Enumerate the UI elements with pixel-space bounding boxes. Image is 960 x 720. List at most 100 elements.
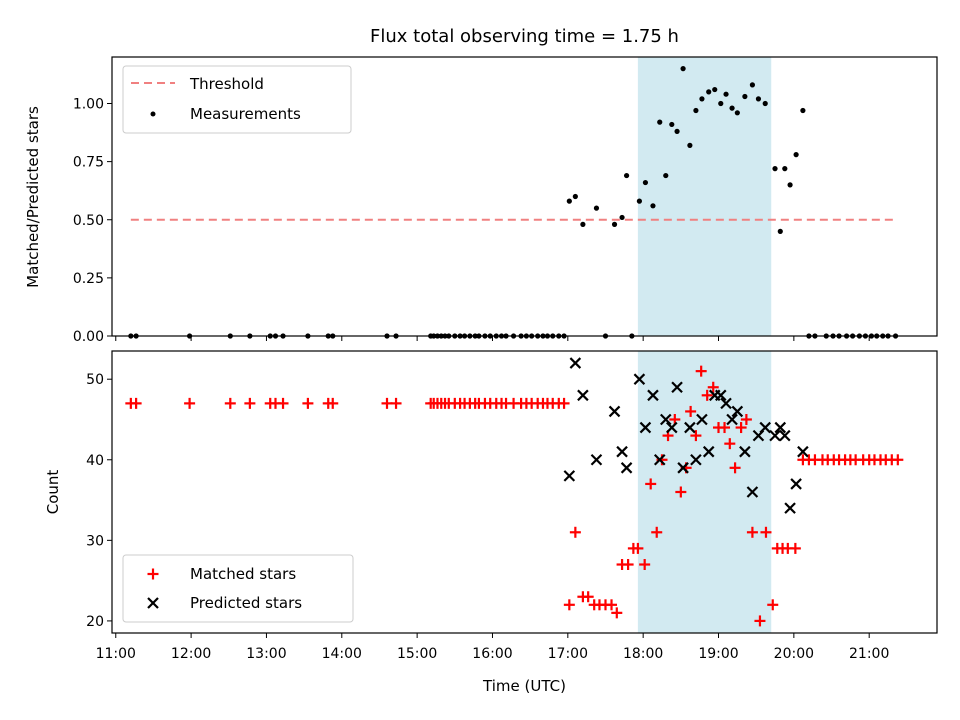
x-axis-label: Time (UTC) <box>482 677 566 695</box>
measurement-point <box>793 152 799 158</box>
predicted-star-point <box>666 421 678 434</box>
matched-star-point <box>184 397 196 409</box>
measurement-point <box>734 110 740 116</box>
bottom-xtick-label: 18:00 <box>623 646 663 662</box>
measurement-point <box>572 193 578 200</box>
bottom-ytick-label: 20 <box>86 614 104 630</box>
matched-star-point <box>754 615 766 627</box>
measurement-point <box>680 66 686 72</box>
matched-star-point <box>639 559 651 571</box>
measurement-point <box>706 89 712 95</box>
measurement-point <box>718 100 724 107</box>
legend-measurements-swatch <box>150 111 156 117</box>
predicted-star-point <box>759 421 771 434</box>
predicted-star-point <box>731 405 744 418</box>
matched-star-point <box>746 526 758 538</box>
matched-star-point <box>582 591 594 603</box>
measurement-point <box>674 128 680 134</box>
legend-matched-label: Matched stars <box>190 565 296 583</box>
bottom-legend: Matched stars Predicted stars <box>122 554 354 623</box>
bottom-ytick-label: 30 <box>86 533 104 549</box>
bottom-xtick-label: 14:00 <box>322 646 362 662</box>
measurement-point <box>777 228 783 234</box>
matched-star-point <box>390 397 402 409</box>
matched-star-point <box>685 405 697 417</box>
measurement-point <box>749 82 756 88</box>
measurement-point <box>723 91 729 97</box>
predicted-star-point <box>684 421 696 434</box>
bottom-y-axis-label: Count <box>44 470 62 515</box>
legend-predicted-swatch <box>147 597 159 609</box>
bottom-xtick-label: 15:00 <box>397 646 437 662</box>
matched-star-point <box>244 397 256 409</box>
legend-matched-swatch <box>147 568 159 580</box>
matched-star-point <box>675 486 687 498</box>
matched-star-point <box>645 478 657 490</box>
measurement-point <box>650 203 656 209</box>
measurement-point <box>663 172 669 179</box>
matched-star-point <box>690 430 702 442</box>
top-legend: Threshold Measurements <box>122 65 352 134</box>
matched-star-point <box>740 413 752 425</box>
predicted-star-point <box>659 413 672 426</box>
predicted-star-point <box>577 389 589 402</box>
top-ytick-label: 0.75 <box>73 155 104 171</box>
predicted-star-point <box>690 453 702 466</box>
bottom-x-ticks: 11:00 12:00 13:00 14:00 15:00 16:00 17:00 18:00… <box>96 633 889 662</box>
matched-star-point <box>563 599 575 611</box>
predicted-star-points <box>563 357 809 514</box>
bottom-axes-frame <box>111 350 938 634</box>
top-chart-title: Flux total observing time = 1.75 h <box>370 26 679 47</box>
predicted-star-point <box>769 429 781 442</box>
bottom-xtick-label: 20:00 <box>774 646 814 662</box>
measurement-point <box>742 93 748 100</box>
measurement-point <box>580 221 586 227</box>
measurement-point <box>693 107 699 114</box>
top-ytick-label: 0.25 <box>73 271 104 287</box>
bottom-xtick-label: 11:00 <box>96 646 136 662</box>
matched-star-point <box>701 389 713 401</box>
matched-star-point <box>569 526 581 538</box>
measurement-point <box>687 142 693 148</box>
bottom-xtick-label: 17:00 <box>548 646 588 662</box>
measurement-point <box>636 198 642 204</box>
matched-star-point <box>224 397 236 409</box>
bottom-shaded-window <box>637 351 772 633</box>
measurement-point <box>611 221 618 227</box>
predicted-star-point <box>779 429 791 442</box>
top-legend-box <box>122 65 352 134</box>
predicted-star-point <box>653 453 666 466</box>
matched-star-point <box>767 599 779 611</box>
predicted-star-point <box>797 445 809 458</box>
predicted-star-point <box>774 421 787 434</box>
top-x-ticks <box>115 336 870 341</box>
predicted-star-point <box>790 478 802 490</box>
matched-star-point <box>606 599 618 611</box>
measurement-point <box>669 121 675 128</box>
measurement-point <box>729 105 735 111</box>
matched-star-point <box>760 526 772 538</box>
measurement-point <box>593 205 600 211</box>
measurement-point <box>800 107 806 114</box>
bottom-xtick-label: 13:00 <box>246 646 286 662</box>
top-y-axis-label: Matched/Predicted stars <box>24 106 42 288</box>
matched-star-point <box>719 422 731 434</box>
matched-star-point <box>277 397 289 409</box>
predicted-star-point <box>608 405 621 418</box>
matched-star-point <box>611 607 623 619</box>
matched-star-point <box>724 438 736 450</box>
measurement-point <box>772 166 778 172</box>
matched-star-point <box>892 454 904 466</box>
bottom-y-ticks: 20 30 40 50 <box>86 372 112 630</box>
matched-star-points <box>125 365 904 627</box>
predicted-star-point <box>569 357 582 369</box>
bottom-xtick-label: 21:00 <box>849 646 889 662</box>
bottom-xtick-label: 19:00 <box>698 646 738 662</box>
predicted-star-point <box>671 381 683 394</box>
predicted-star-point <box>620 462 633 474</box>
predicted-star-point <box>616 445 628 458</box>
predicted-star-point <box>563 470 576 482</box>
matched-star-point <box>130 397 142 409</box>
predicted-star-point <box>739 445 751 458</box>
